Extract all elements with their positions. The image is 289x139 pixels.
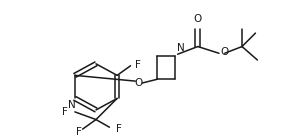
Text: F: F (116, 124, 122, 134)
Text: F: F (76, 127, 81, 137)
Text: O: O (194, 14, 202, 24)
Text: F: F (135, 60, 141, 70)
Text: N: N (177, 43, 184, 53)
Text: O: O (134, 78, 142, 88)
Text: O: O (221, 47, 229, 57)
Text: F: F (62, 107, 68, 117)
Text: N: N (68, 100, 76, 110)
